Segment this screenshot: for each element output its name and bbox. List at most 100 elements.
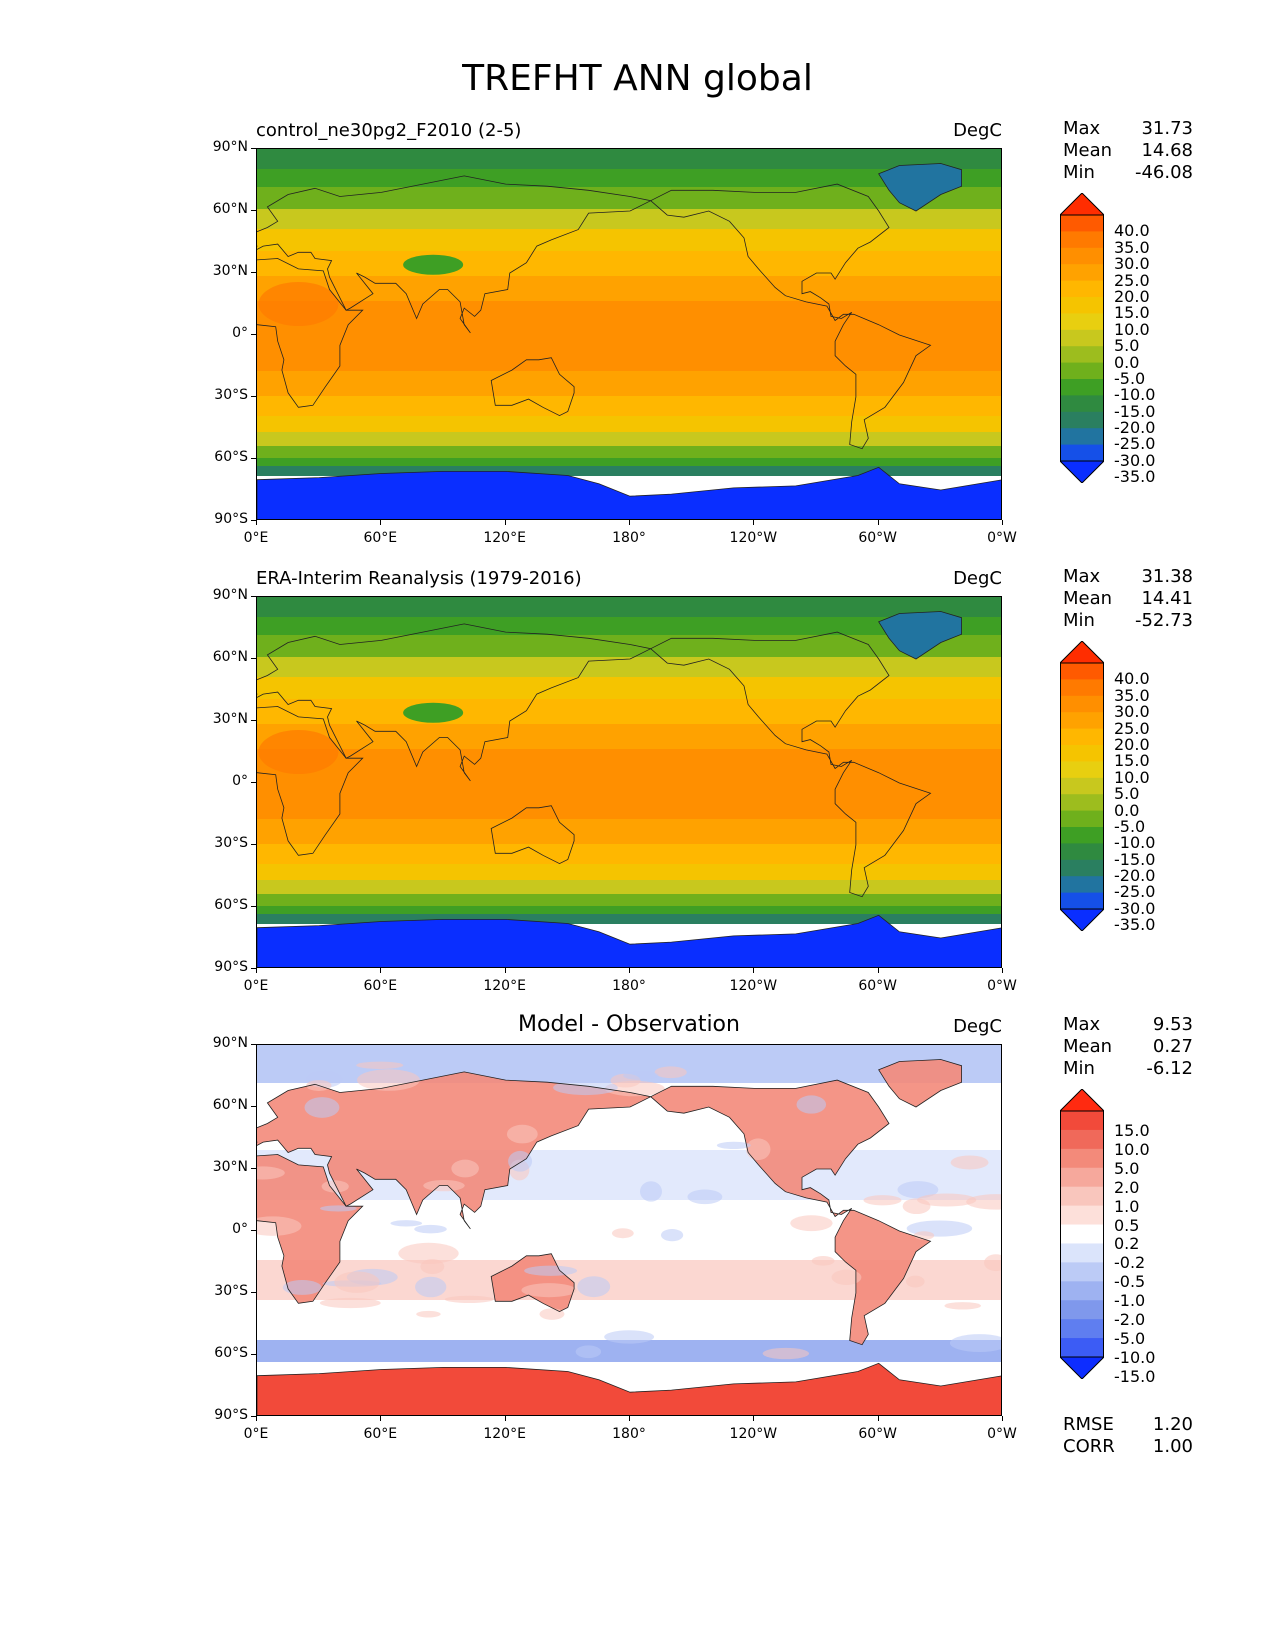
lat-tick-label: 60°S	[214, 449, 248, 465]
lat-tick-mark	[251, 148, 256, 149]
lon-tick-mark	[380, 968, 382, 973]
colorbar-level-label: -2.0	[1114, 1310, 1146, 1330]
lat-tick-label: 60°S	[214, 897, 248, 913]
colorbar-segment	[1060, 297, 1104, 314]
units-label: DegC	[953, 568, 1002, 589]
colorbar-segment	[1060, 745, 1104, 762]
panel-title: Model - Observation	[518, 1012, 740, 1037]
temperature-band	[257, 169, 1001, 188]
rmse-corr-block: RMSE 1.20 CORR 1.00	[1063, 1414, 1193, 1458]
stat-row: Mean 14.41	[1063, 588, 1193, 610]
lon-tick-label: 120°W	[729, 530, 778, 546]
stat-name: Min	[1063, 610, 1095, 631]
stat-name: Mean	[1063, 140, 1113, 161]
temperature-band	[257, 819, 1001, 845]
temperature-band	[257, 209, 1001, 230]
colorbar-segment	[1060, 379, 1104, 396]
lat-tick-label: 30°S	[214, 1283, 248, 1299]
lon-tick-mark	[504, 968, 506, 973]
lat-tick-mark	[251, 1168, 256, 1169]
diff-patch	[321, 1180, 349, 1193]
lon-tick-label: 0°E	[243, 978, 269, 994]
diff-patch	[623, 1071, 659, 1081]
temperature-band	[257, 844, 1001, 865]
stat-value: 31.73	[1141, 118, 1193, 139]
colorbar-segment	[1060, 843, 1104, 861]
colorbar-level-label: 15.0	[1114, 303, 1150, 323]
stat-row: Max 9.53	[1063, 1014, 1193, 1036]
coastline-africa	[257, 1154, 364, 1304]
colorbar-segment	[1060, 761, 1104, 779]
coastline-eurasia	[257, 175, 652, 334]
lon-tick-label: 0°W	[987, 1426, 1017, 1442]
stat-name: CORR	[1063, 1436, 1115, 1457]
lon-tick-label: 120°E	[483, 1426, 526, 1442]
diff-patch	[796, 1095, 827, 1114]
lat-tick-label: 30°N	[212, 711, 248, 727]
diff-patch	[414, 1224, 447, 1234]
diff-patch	[906, 1275, 925, 1288]
coastline-australia	[490, 357, 575, 417]
diff-patch	[611, 1228, 634, 1239]
colorbar-level-label: 30.0	[1114, 254, 1150, 274]
lat-tick-mark	[251, 658, 256, 659]
lon-tick-label: 180°	[612, 978, 646, 994]
colorbar-level-label: -10.0	[1114, 385, 1156, 405]
lon-tick-mark	[1002, 1416, 1003, 1421]
temperature-band	[257, 371, 1001, 397]
colorbar-segment	[1060, 810, 1104, 828]
diff-patch	[521, 1283, 577, 1298]
diff-patch	[660, 1229, 684, 1242]
stat-value: -46.08	[1134, 162, 1193, 183]
map-field	[257, 597, 1001, 967]
colorbar-level-label: 15.0	[1114, 751, 1150, 771]
coastline-eurasia	[257, 623, 652, 782]
colorbar-segment	[1060, 1300, 1104, 1320]
colorbar-segment	[1060, 663, 1104, 680]
colorbar-svg	[1058, 640, 1106, 932]
colorbar-level-label: 10.0	[1114, 1139, 1150, 1159]
coastline-camerica	[649, 183, 932, 450]
lon-tick-mark	[256, 520, 257, 525]
coastline-greenland	[878, 163, 962, 212]
colorbar-segment	[1060, 411, 1104, 429]
lon-tick-label: 120°E	[483, 530, 526, 546]
colorbar-level-label: 10.0	[1114, 319, 1150, 339]
temperature-band	[257, 301, 1001, 372]
temperature-band	[257, 677, 1001, 700]
colorbar-outline	[1060, 214, 1104, 462]
diff-patch	[762, 1347, 810, 1360]
coastline-australia	[490, 1253, 575, 1313]
colorbar-segment	[1060, 712, 1104, 730]
land-diff-africa	[257, 1154, 363, 1304]
lon-tick-label: 120°W	[729, 1426, 778, 1442]
colorbar-level-label: 10.0	[1114, 767, 1150, 787]
lon-tick-mark	[504, 1416, 506, 1421]
units-label: DegC	[953, 120, 1002, 141]
temperature-band	[257, 458, 1001, 467]
lat-tick-mark	[251, 272, 256, 273]
temperature-band	[257, 894, 1001, 907]
land-diff-eurasia	[257, 1071, 651, 1229]
colorbar-segment	[1060, 777, 1104, 795]
lon-tick-mark	[380, 520, 382, 525]
diff-patch	[577, 1276, 611, 1298]
coastline-australia	[490, 805, 575, 865]
temperature-band	[257, 446, 1001, 459]
diff-patch	[944, 1302, 982, 1310]
lon-tick-mark	[629, 520, 630, 525]
colorbar-level-label: -0.2	[1114, 1253, 1146, 1273]
colorbar-max-extend	[1058, 1088, 1106, 1112]
coastline-greenland	[878, 1059, 962, 1108]
sahara-warm-region	[258, 282, 339, 326]
stat-name: Min	[1063, 162, 1095, 183]
stat-value: -6.12	[1146, 1058, 1193, 1079]
colorbar-segment	[1060, 827, 1104, 844]
diff-patch	[508, 1150, 533, 1172]
lat-tick-mark	[251, 520, 256, 521]
temperature-band	[257, 149, 1001, 170]
colorbar-segment	[1060, 1243, 1104, 1263]
temperature-band	[257, 657, 1001, 678]
lat-tick-mark	[251, 334, 256, 335]
temperature-band	[257, 229, 1001, 252]
